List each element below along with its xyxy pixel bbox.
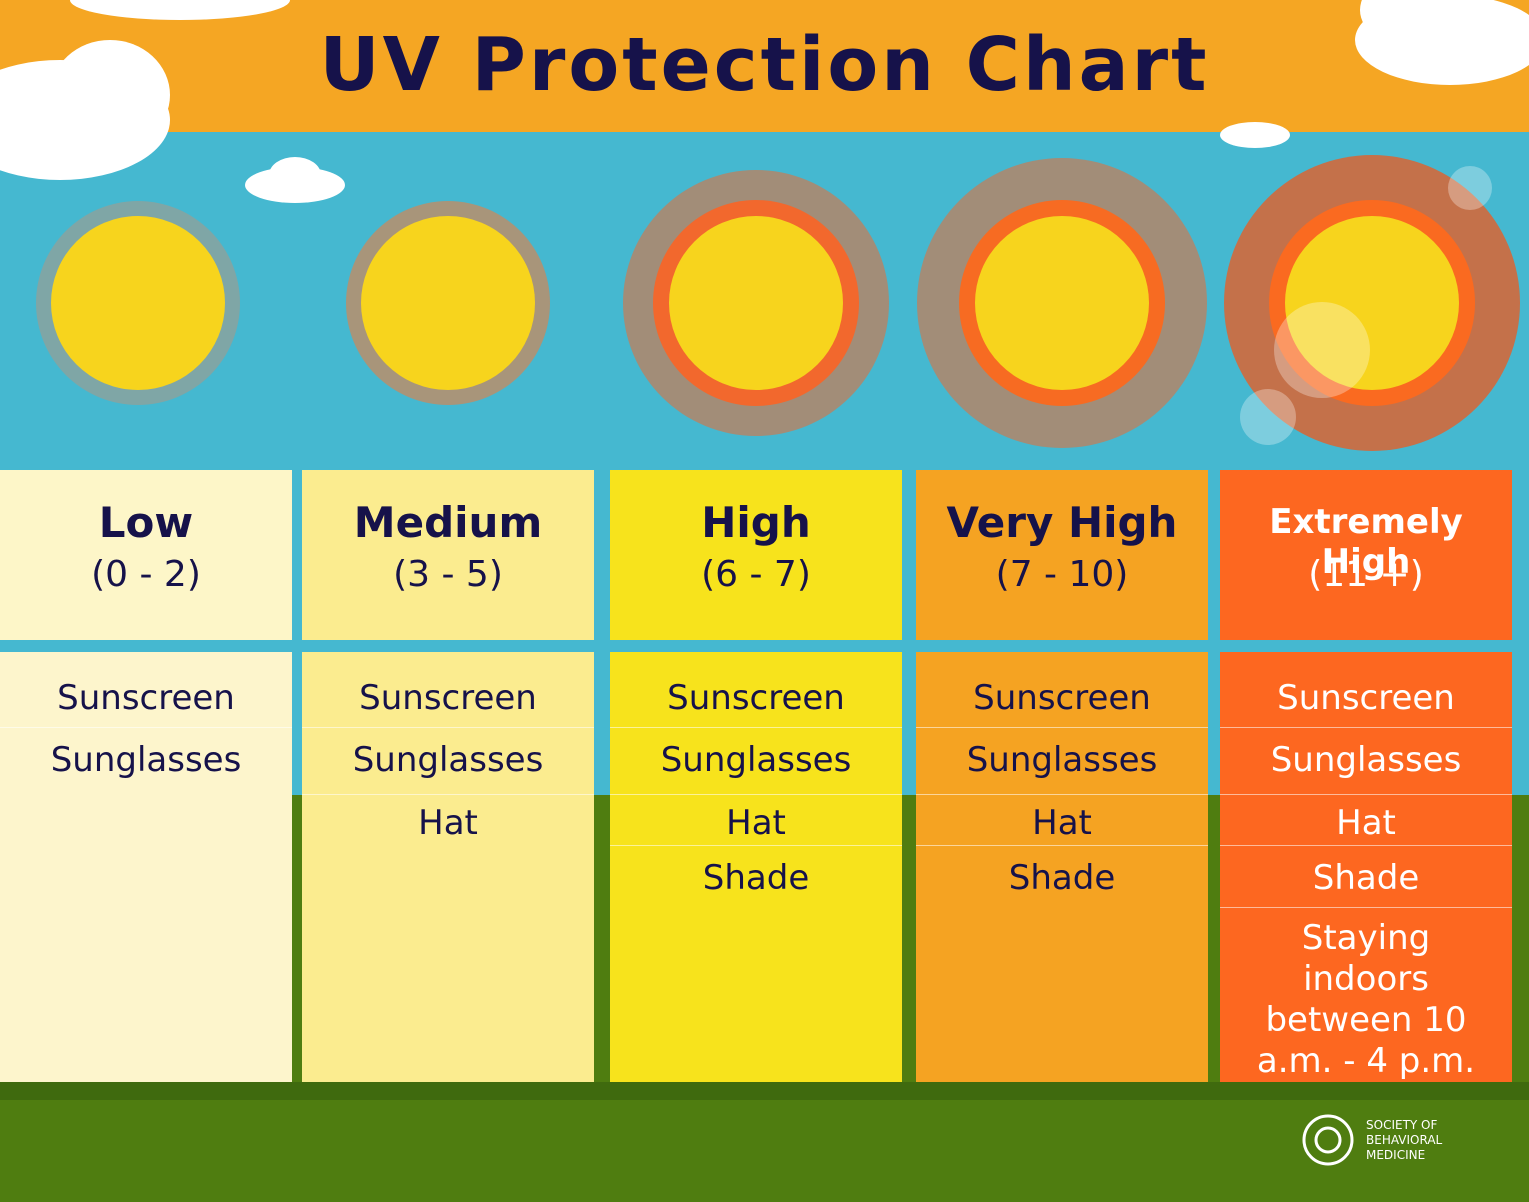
- protection-item: Sunscreen: [610, 652, 902, 728]
- title: UV Protection Chart: [319, 22, 1210, 108]
- banner: [0, 0, 1529, 132]
- protection-item: Sunglasses: [1220, 728, 1512, 795]
- range: (11 +): [1308, 554, 1424, 595]
- protection-item: Sunglasses: [50, 740, 242, 780]
- protection-item: Sunscreen: [0, 652, 292, 728]
- level: Extremely High: [1269, 502, 1463, 582]
- range: (3 - 5): [393, 554, 503, 595]
- range: (6 - 7): [701, 554, 811, 595]
- protection-item: Sunglasses: [610, 728, 902, 795]
- column-body: [0, 652, 292, 1082]
- column-header: Extremely High (11 +): [1220, 470, 1512, 640]
- column-body: [916, 652, 1208, 1082]
- column-body: [610, 652, 902, 1082]
- logo-line: MEDICINE: [1366, 1148, 1426, 1162]
- column-header: High (6 - 7): [610, 470, 902, 640]
- logo: SOCIETY OF BEHAVIORAL MEDICINE: [1366, 1118, 1442, 1163]
- level: Medium: [353, 498, 543, 547]
- clouds: [0, 0, 1529, 203]
- protection-item: Hat: [610, 795, 902, 846]
- protection-item: Sunscreen: [916, 652, 1208, 728]
- column: High (6 - 7) Sunscreen Sunglasses Hat Shade: [610, 0, 902, 1082]
- column-body: [302, 652, 594, 1082]
- protection-item: Hat: [418, 803, 478, 843]
- logo-line: BEHAVIORAL: [1366, 1133, 1443, 1147]
- protection-item: Sunscreen: [302, 652, 594, 728]
- range: (7 - 10): [995, 554, 1129, 595]
- column-body: [1220, 652, 1512, 1082]
- protection-item: Hat: [1220, 795, 1512, 846]
- column-header: Low (0 - 2): [0, 470, 292, 640]
- column: Low (0 - 2) Sunscreen Sunglasses: [0, 0, 292, 1082]
- column-header: Very High (7 - 10): [916, 470, 1208, 640]
- level: Very High: [946, 498, 1178, 547]
- logo-mark: [1302, 1114, 1354, 1166]
- protection-item: Sunglasses: [916, 728, 1208, 795]
- protection-item: Sunglasses: [302, 728, 594, 795]
- protection-item: Shade: [702, 858, 810, 898]
- protection-item: Hat: [916, 795, 1208, 846]
- suns: [36, 155, 1520, 451]
- column: Extremely High (11 +) Sunscreen Sunglasses H…: [1220, 0, 1512, 1082]
- column: Very High (7 - 10) Sunscreen Sunglasses Hat S…: [916, 0, 1208, 1082]
- logo-line: SOCIETY OF: [1366, 1118, 1438, 1132]
- level: Low: [98, 498, 194, 547]
- protection-item: Shade: [1220, 846, 1512, 908]
- protection-item: Shade: [1008, 858, 1116, 898]
- protection-item: Sunscreen: [1220, 652, 1512, 728]
- level: High: [701, 498, 811, 547]
- column-header: Medium (3 - 5): [302, 470, 594, 640]
- grass-edge: [0, 1082, 1529, 1100]
- protection-item: Staying indoors between 10 a.m. - 4 p.m.: [1256, 918, 1476, 1081]
- range: (0 - 2): [91, 554, 201, 595]
- column: Medium (3 - 5) Sunscreen Sunglasses Hat: [302, 0, 594, 1082]
